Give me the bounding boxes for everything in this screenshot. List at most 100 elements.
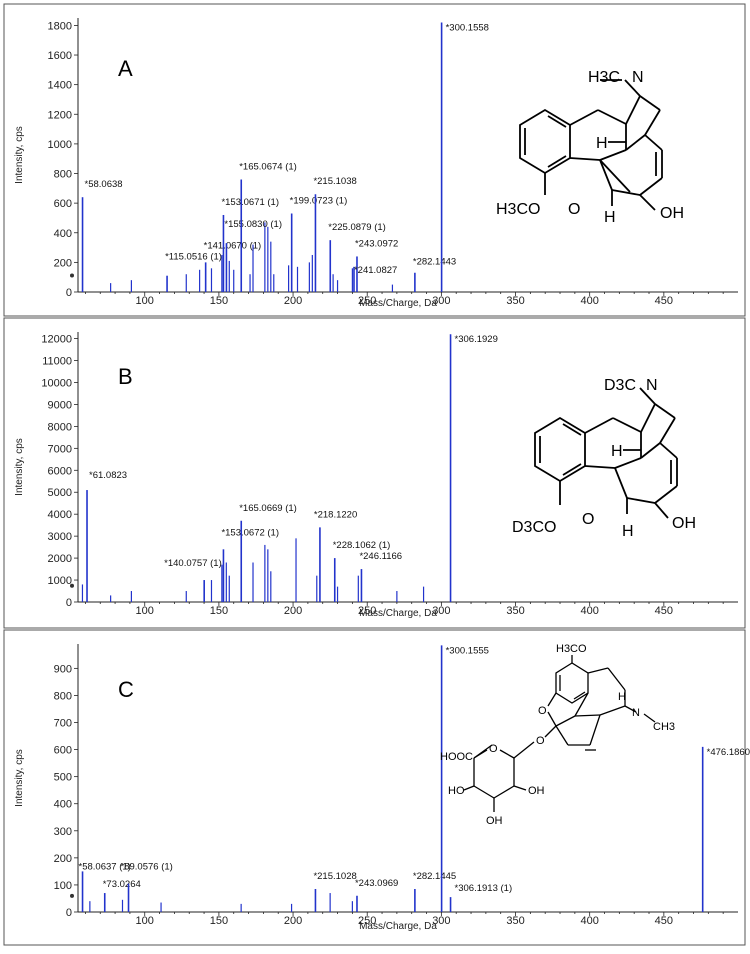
y-axis-label: Intensity, cps: [14, 438, 25, 496]
panel-b-frame: [3, 317, 746, 629]
panel-a-frame: [3, 3, 746, 317]
peak-label: *140.0757 (1): [164, 558, 222, 569]
origin-marker: [70, 583, 74, 588]
struct-b-h1: H: [611, 443, 623, 460]
peak-label: *115.0516 (1): [165, 252, 222, 263]
struct-a-h2: H: [604, 209, 616, 226]
struct-a-nitrogen: N: [632, 69, 644, 86]
y-tick-label: 11000: [42, 356, 72, 368]
y-tick-label: 200: [54, 853, 72, 865]
y-axis-label: Intensity, cps: [14, 126, 25, 184]
x-tick-label: 350: [506, 295, 524, 307]
x-tick-label: 200: [284, 915, 302, 927]
peak-label: *58.0637 (1): [79, 861, 131, 872]
struct-b-nitrogen: N: [646, 377, 658, 394]
y-tick-label: 800: [54, 169, 72, 181]
y-tick-label: 12000: [41, 334, 72, 346]
x-tick-label: 300: [432, 605, 450, 617]
panel-c-frame: [3, 629, 746, 946]
struct-c-nitrogen: N: [632, 707, 640, 719]
peak-label: *282.1443: [413, 257, 456, 268]
peak-label: *165.0669 (1): [239, 503, 297, 514]
panel-letter-c: C: [118, 677, 134, 702]
struct-a-methoxy: H3CO: [496, 201, 540, 218]
peak-label: *61.0823: [89, 470, 127, 481]
peak-label: *476.1860: [707, 747, 750, 758]
aromatic-ring-a: [519, 108, 571, 175]
struct-b-methoxy: D3CO: [512, 519, 556, 536]
y-axis-label: Intensity, cps: [14, 749, 25, 807]
aromatic-ring-b: [534, 416, 586, 483]
spectrum-chart-a: 100 150 200 250 300 350 400 450 0 200 400 600 800 100…: [14, 18, 738, 309]
y-tick-label: 1400: [48, 80, 72, 92]
y-tick-label: 100: [54, 880, 72, 892]
peak-label: *199.0723 (1): [290, 196, 348, 207]
x-axis-label: Mass/Charge, Da: [359, 921, 437, 932]
peak-label: *300.1555: [446, 645, 489, 656]
x-tick-label: 100: [136, 605, 154, 617]
struct-a-oxygen: O: [568, 201, 580, 218]
peak-label: *215.1038: [313, 176, 356, 187]
y-tick-label: 9000: [48, 399, 72, 411]
peak-label: *58.0638: [85, 179, 123, 190]
panel-letter-b: B: [118, 364, 133, 389]
y-tick-label: 0: [66, 287, 72, 299]
x-tick-label: 100: [136, 295, 154, 307]
y-tick-label: 2000: [48, 553, 72, 565]
struct-c-hydroxyl-3: OH: [486, 815, 503, 827]
struct-c-pyranose-oxygen: O: [489, 743, 498, 755]
y-tick-label: 900: [54, 663, 72, 675]
struct-a-hydroxyl: OH: [660, 205, 684, 222]
struct-c-hydroxyl-1: HO: [448, 785, 465, 797]
peak-label: *243.0972: [355, 238, 398, 249]
x-tick-label: 250: [358, 605, 376, 617]
struct-c-hydroxyl-2: OH: [528, 785, 545, 797]
peak-label: *282.1445: [413, 871, 456, 882]
peak-label: *306.1929: [455, 334, 498, 345]
y-tick-label: 1000: [48, 139, 72, 151]
struct-c-methyl: CH3: [653, 721, 675, 733]
struct-c-methoxy: H3CO: [556, 643, 587, 655]
x-tick-label: 250: [358, 295, 376, 307]
y-tick-label: 1000: [48, 575, 72, 587]
struct-b-h2: H: [622, 523, 634, 540]
peak-label: *155.0830 (1): [224, 219, 282, 230]
x-tick-label: 400: [581, 605, 599, 617]
y-tick-label: 1600: [48, 50, 72, 62]
y-tick-label: 5000: [48, 487, 72, 499]
y-tick-label: 1200: [48, 109, 72, 121]
y-tick-label: 700: [54, 718, 72, 730]
peak-label: *225.0879 (1): [328, 222, 386, 233]
x-tick-label: 450: [655, 295, 673, 307]
x-tick-label: 150: [210, 605, 228, 617]
structure-d6-codeine-labels: D3C N H D3CO O H OH: [512, 377, 696, 540]
y-tick-label: 10000: [41, 377, 72, 389]
y-tick-label: 500: [54, 772, 72, 784]
peak-label: *300.1558: [446, 22, 489, 33]
x-axis-label: Mass/Charge, Da: [359, 298, 437, 309]
struct-b-methyl: D3C: [604, 377, 636, 394]
peak-label: *228.1062 (1): [333, 540, 391, 551]
aromatic-ring-c: [555, 662, 589, 704]
spectrum-chart-b: 100 150 200 250 300 350 400 450 0 1000 2000 3000 400…: [14, 332, 738, 619]
x-tick-label: 100: [136, 915, 154, 927]
y-tick-label: 6000: [48, 465, 72, 477]
peak-label: *141.0670 (1): [204, 240, 262, 251]
peak-label: *165.0674 (1): [239, 161, 297, 172]
y-tick-label: 600: [54, 198, 72, 210]
origin-marker: [70, 273, 74, 278]
struct-c-h: H: [618, 691, 626, 703]
y-tick-label: 0: [66, 907, 72, 919]
peak-label: *153.0671 (1): [221, 197, 279, 208]
x-tick-label: 400: [581, 915, 599, 927]
structure-codeine: [519, 79, 663, 211]
y-tick-label: 300: [54, 826, 72, 838]
struct-a-h1: H: [596, 135, 608, 152]
structure-codeine-glucuronide: [463, 655, 656, 812]
struct-c-glycosidic-oxygen: O: [536, 735, 545, 747]
x-tick-label: 300: [432, 295, 450, 307]
y-tick-label: 3000: [48, 531, 72, 543]
peak-label: *153.0672 (1): [221, 527, 279, 538]
